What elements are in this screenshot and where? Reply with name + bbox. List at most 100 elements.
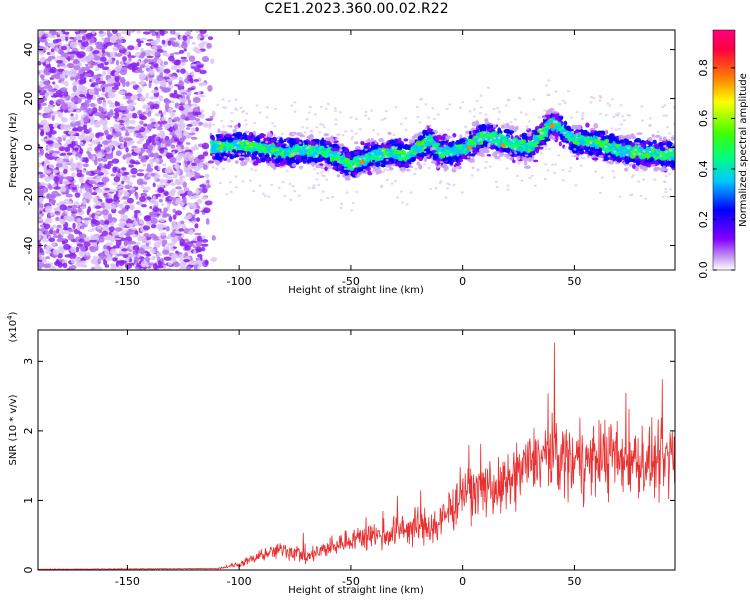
spectrogram-noise-cell xyxy=(109,248,117,256)
spectrogram-noise-cell xyxy=(129,159,136,165)
spectrogram-noise-cell xyxy=(79,76,87,80)
spectrogram-signal-cell xyxy=(328,151,332,155)
spectrogram-noise-cell xyxy=(179,238,185,246)
spectrogram-noise-cell xyxy=(88,88,95,96)
spectrogram-noise-cell xyxy=(149,158,155,165)
spectrogram-noise-cell xyxy=(155,37,161,43)
spectrogram-noise-cell xyxy=(49,66,57,74)
page-title: C2E1.2023.360.00.02.R22 xyxy=(264,1,449,17)
spectrogram-noise-cell xyxy=(75,120,81,127)
spectrogram-noise-cell xyxy=(207,160,215,164)
spectrogram-noise-cell xyxy=(82,101,90,108)
spectrogram-signal-cell xyxy=(217,128,221,134)
spectrogram-noise-cell xyxy=(91,107,98,114)
spectrogram-noise-cell xyxy=(176,69,180,73)
spectrogram-noise-cell xyxy=(199,30,207,35)
spectrogram-noise-cell xyxy=(101,230,109,237)
spectrogram-noise-cell xyxy=(76,126,83,132)
spectrogram-noise-cell xyxy=(105,242,113,246)
spectrogram-noise-cell xyxy=(105,258,111,262)
spectrogram-noise-cell xyxy=(106,68,112,74)
spectrogram-noise-cell xyxy=(43,170,52,174)
spectrogram-noise-cell xyxy=(68,107,74,112)
spectrogram-noise-cell xyxy=(129,187,136,191)
spectrogram-noise-cell xyxy=(196,199,203,204)
spectrogram-noise-cell xyxy=(138,234,142,241)
spectrogram-noise-cell xyxy=(192,97,201,104)
spectrogram-noise-cell xyxy=(129,140,136,144)
spectrogram-noise-cell xyxy=(150,45,158,51)
spectrogram-noise-cell xyxy=(153,123,161,128)
spectrogram-noise-cell xyxy=(126,119,130,127)
spectrogram-signal-cell xyxy=(265,153,270,158)
spectrogram-noise-cell xyxy=(134,130,141,133)
spectrogram-noise-cell xyxy=(146,58,153,63)
spectrogram-noise-cell xyxy=(64,146,69,153)
spectrogram-noise-cell xyxy=(101,86,106,93)
spectrogram-noise-cell xyxy=(82,124,88,131)
spectrogram-noise-cell xyxy=(50,30,56,36)
spectrogram-noise-cell xyxy=(140,203,147,208)
spectrogram-noise-cell xyxy=(54,207,59,213)
spectrogram-signal-cell xyxy=(461,155,468,160)
spectrogram-noise-cell xyxy=(163,123,170,130)
spectrogram-noise-cell xyxy=(38,261,45,268)
spectrogram-noise-cell xyxy=(133,147,142,154)
spectrogram-signal-cell xyxy=(375,162,381,168)
spectrogram-noise-cell xyxy=(138,247,146,255)
spectrogram-noise-cell xyxy=(108,57,113,64)
spectrogram-noise-cell xyxy=(117,192,122,198)
spectrogram-noise-cell xyxy=(97,60,101,64)
spectrogram-signal-cell xyxy=(459,134,463,139)
spectrogram-noise-cell xyxy=(161,239,168,246)
spectrogram-noise-cell xyxy=(151,250,156,254)
spectrogram-signal-cell xyxy=(572,124,577,128)
spectrogram-noise-cell xyxy=(70,96,78,103)
spectrogram-noise-cell xyxy=(196,64,204,69)
spectrogram-noise-cell xyxy=(149,117,156,123)
spectrogram-noise-cell xyxy=(110,173,116,177)
spectrogram-noise-cell xyxy=(115,59,120,66)
spectrogram-noise-cell xyxy=(97,63,104,69)
spectrogram-noise-cell xyxy=(89,234,98,241)
spectrogram-noise-cell xyxy=(55,38,62,43)
spectrogram-noise-cell xyxy=(119,218,126,224)
spectrogram-noise-cell xyxy=(190,136,198,140)
spectrogram-noise-cell xyxy=(60,152,67,156)
spectrogram-noise-cell xyxy=(143,123,148,127)
spectrogram-noise-cell xyxy=(170,111,176,118)
spectrogram-signal-cell xyxy=(492,124,497,128)
spectrogram-noise-cell xyxy=(132,112,138,119)
spectrogram-noise-cell xyxy=(175,197,182,203)
spectrogram-noise-cell xyxy=(191,41,196,45)
spectrogram-noise-cell xyxy=(46,146,54,149)
spectrogram-noise-cell xyxy=(84,217,92,221)
spectrogram-noise-cell xyxy=(114,71,119,77)
spectrogram-signal-cell xyxy=(475,120,480,126)
spectrogram-noise-cell xyxy=(169,37,177,41)
spectrogram-signal-cell xyxy=(452,144,457,150)
spectrogram-noise-cell xyxy=(199,69,207,75)
spectrogram-noise-cell xyxy=(142,225,151,231)
spectrogram-noise-cell xyxy=(111,140,117,145)
spectrogram-noise-cell xyxy=(147,123,155,128)
spectrogram-noise-cell xyxy=(96,79,101,84)
spectrogram-noise-cell xyxy=(187,231,194,235)
spectrogram-noise-cell xyxy=(98,30,104,34)
spectrogram-noise-cell xyxy=(149,96,158,100)
spectrogram-noise-cell xyxy=(134,45,140,51)
spectrogram-noise-cell xyxy=(180,92,188,95)
spectrogram-noise-cell xyxy=(38,60,42,66)
spectrogram-signal-cell xyxy=(469,153,476,157)
spectrogram-noise-cell xyxy=(77,134,83,140)
spectrogram-noise-cell xyxy=(202,164,208,171)
spectrogram-signal-cell xyxy=(671,155,675,160)
spectrogram-noise-cell xyxy=(116,253,125,257)
spectrogram-noise-cell xyxy=(126,197,134,204)
spectrogram-noise-cell xyxy=(114,66,122,72)
spectrogram-noise-cell xyxy=(38,37,41,41)
spectrogram-noise-cell xyxy=(93,159,98,166)
spectrogram-noise-cell xyxy=(91,218,97,225)
spectrogram-noise-cell xyxy=(195,172,201,179)
